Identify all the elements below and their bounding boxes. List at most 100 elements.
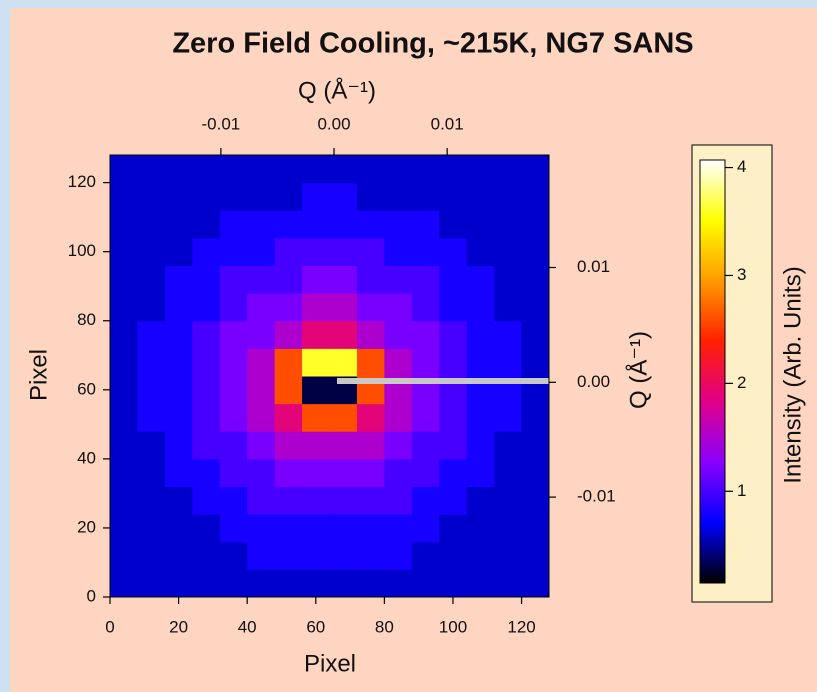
heatmap-cell (274, 431, 303, 460)
heatmap-cell (164, 541, 193, 570)
heatmap-cell (110, 403, 138, 432)
heatmap-cell (137, 403, 166, 432)
heatmap-cell (466, 237, 495, 266)
heatmap-cell (247, 376, 276, 405)
heatmap-cell (247, 514, 276, 543)
heatmap-cell (192, 486, 221, 515)
heatmap-cell (274, 265, 303, 294)
heatmap-cell (521, 541, 550, 570)
heatmap-cell (356, 403, 385, 432)
y-tick-label: 120 (68, 172, 96, 191)
heatmap-cell (384, 541, 413, 570)
heatmap-cell (329, 237, 358, 266)
heatmap-cell (466, 293, 495, 322)
heatmap-cell (274, 376, 303, 405)
heatmap-cell (411, 541, 440, 570)
heatmap-cell (192, 210, 221, 239)
y2-tick-label: 0.01 (577, 257, 610, 276)
heatmap-cell (137, 541, 166, 570)
heatmap-cell (247, 237, 276, 266)
heatmap-cell (466, 320, 495, 349)
heatmap-cell (439, 265, 468, 294)
heatmap-cell (439, 320, 468, 349)
heatmap-cell (494, 431, 523, 460)
heatmap-cell (110, 320, 138, 349)
heatmap-cell (219, 431, 248, 460)
heatmap-cell (411, 514, 440, 543)
heatmap-cell (384, 237, 413, 266)
heatmap-cell (110, 514, 138, 543)
heatmap-cell (466, 431, 495, 460)
heatmap-cell (384, 210, 413, 239)
heatmap-cell (302, 237, 330, 266)
heatmap-cell (247, 210, 276, 239)
heatmap-cell (247, 486, 276, 515)
heatmap-cell (302, 431, 330, 460)
heatmap-cell (137, 210, 166, 239)
heatmap-cell (411, 237, 440, 266)
heatmap-cell (247, 403, 276, 432)
heatmap-cell (110, 237, 138, 266)
heatmap-cell (302, 293, 330, 322)
x-tick-label: 0 (105, 617, 114, 636)
heatmap-cell (219, 403, 248, 432)
heatmap-cell (110, 431, 138, 460)
heatmap-cell (384, 320, 413, 349)
x-axis-label: Pixel (304, 650, 356, 677)
heatmap-cell (192, 431, 221, 460)
heatmap-cell (384, 569, 413, 598)
heatmap-cell (521, 155, 550, 184)
heatmap-cell (521, 569, 550, 598)
heatmap-cell (356, 569, 385, 598)
heatmap-cell (137, 569, 166, 598)
y-tick-label: 40 (77, 448, 96, 467)
heatmap-cell (494, 237, 523, 266)
heatmap-cell (302, 486, 330, 515)
heatmap-cell (439, 431, 468, 460)
heatmap-cell (521, 431, 550, 460)
heatmap-cell (494, 265, 523, 294)
heatmap-cell (137, 237, 166, 266)
heatmap-cell (384, 458, 413, 487)
heatmap-cell (274, 320, 303, 349)
heatmap-cell (192, 458, 221, 487)
heatmap-cell (219, 458, 248, 487)
heatmap-cell (439, 458, 468, 487)
heatmap-cell (219, 569, 248, 598)
y-tick-label: 20 (77, 517, 96, 536)
x-tick-label: 100 (439, 617, 467, 636)
heatmap-cell (356, 431, 385, 460)
heatmap-cell (192, 182, 221, 211)
heatmap-cell (521, 514, 550, 543)
heatmap-cell (164, 265, 193, 294)
colorbar-label: Intensity (Arb. Units) (779, 266, 806, 483)
heatmap-cell (356, 486, 385, 515)
heatmap-cell (137, 293, 166, 322)
heatmap-cell (302, 320, 330, 349)
heatmap-cell (329, 155, 358, 184)
heatmap-cell (192, 514, 221, 543)
heatmap-cell (356, 155, 385, 184)
heatmap-cell (356, 265, 385, 294)
colorbar-tick-label: 4 (737, 157, 746, 176)
heatmap-cell (356, 237, 385, 266)
heatmap-cell (192, 293, 221, 322)
heatmap-cell (164, 403, 193, 432)
heatmap-cell (411, 155, 440, 184)
heatmap-cell (137, 431, 166, 460)
heatmap-cell (192, 541, 221, 570)
heatmap-cell (466, 541, 495, 570)
heatmap-cell (439, 155, 468, 184)
y-tick-label: 60 (77, 379, 96, 398)
heatmap-cell (247, 293, 276, 322)
heatmap-cell (439, 210, 468, 239)
heatmap-cell (329, 182, 358, 211)
heatmap-cell (192, 265, 221, 294)
heatmap-cell (494, 403, 523, 432)
heatmap-cell (302, 265, 330, 294)
heatmap-cell (302, 403, 330, 432)
heatmap-cell (439, 403, 468, 432)
heatmap (110, 155, 550, 598)
heatmap-cell (356, 320, 385, 349)
